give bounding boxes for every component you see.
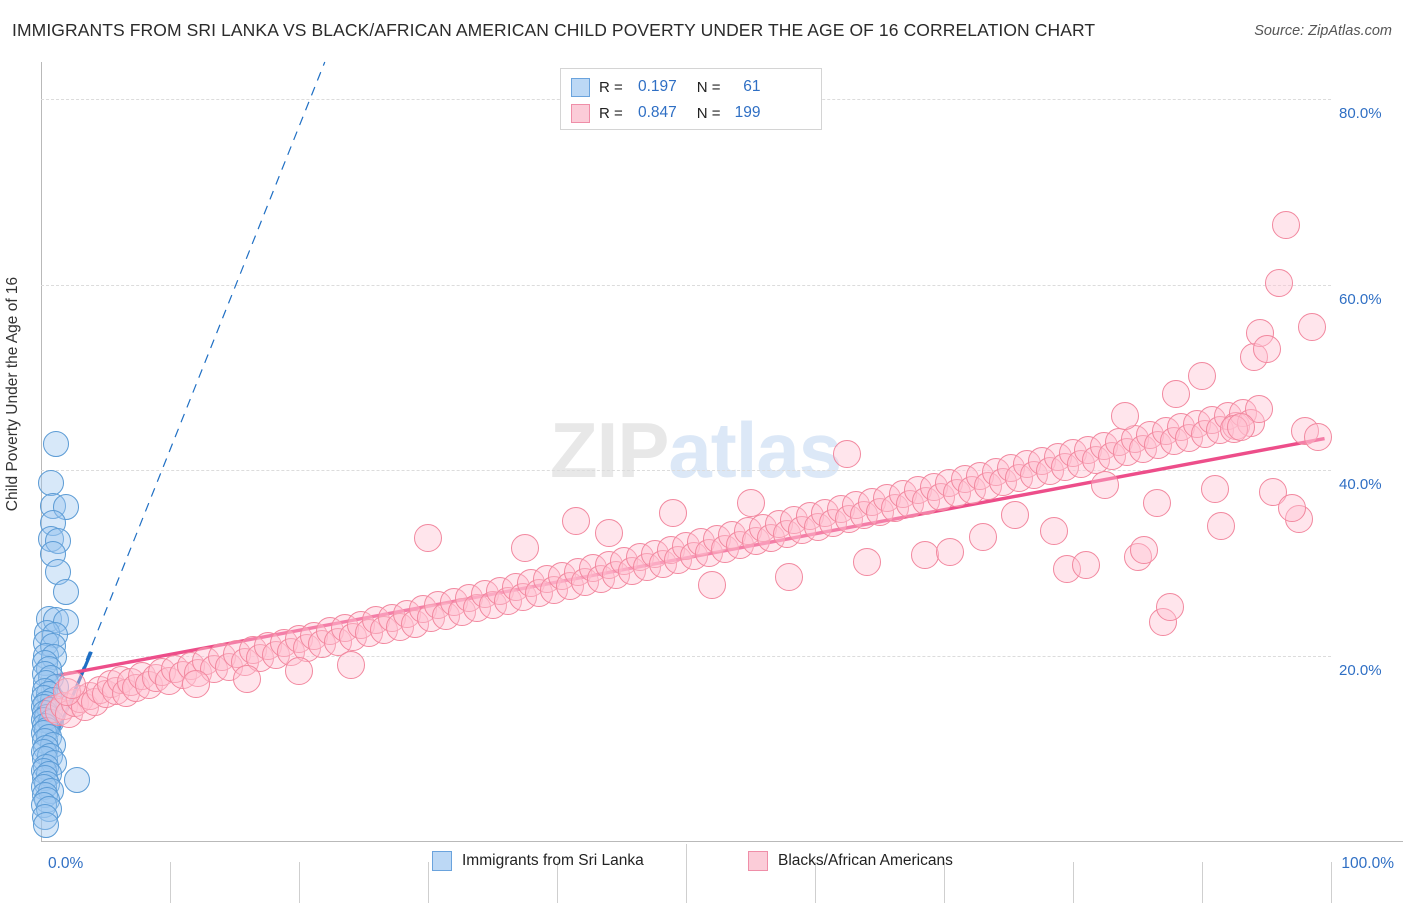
scatter-point [910,541,939,570]
scatter-point [1200,474,1229,503]
scatter-point [285,657,313,686]
page-title: IMMIGRANTS FROM SRI LANKA VS BLACK/AFRIC… [12,20,1096,40]
x-axis-tick [1202,862,1203,903]
plot-area: ZIPatlas 20.0% 40.0% 60.0% 80.0% [30,61,1382,903]
scatter-point [936,537,965,566]
gridline [41,655,1331,657]
scatter-point [1000,500,1029,529]
scatter-point [1142,489,1171,518]
x-axis-tick [428,862,429,903]
stats-row-blue: R = 0.197 N = 61 [571,74,811,100]
scatter-point [414,523,442,552]
x-axis-tick [1073,862,1074,903]
scatter-point [1304,422,1333,451]
x-axis-tick [1331,862,1332,903]
scatter-point [1207,511,1236,540]
scatter-point [33,812,60,839]
y-axis-tick-label: 80.0% [1339,105,1382,123]
stats-r-label-pink: R = [599,104,623,122]
x-axis-line [41,841,1403,842]
gridline [41,470,1331,472]
scatter-point [64,766,91,793]
scatter-point [1297,313,1326,342]
scatter-point [233,664,262,693]
stats-r-value-blue: 0.197 [637,78,677,95]
scatter-point [562,507,591,536]
scatter-point [1110,402,1139,431]
stats-n-value-blue: 61 [743,78,761,95]
y-axis-tick-label: 20.0% [1339,661,1382,679]
scatter-point [1265,268,1294,297]
scatter-point [594,519,623,548]
source-label: Source: ZipAtlas.com [1254,23,1392,39]
x-axis-tick [557,862,558,903]
scatter-point [697,571,726,600]
scatter-point [1188,362,1216,391]
scatter-point [57,671,86,700]
scatter-point [1271,211,1300,240]
scatter-point [968,522,997,551]
legend-item-black-african-american[interactable]: Blacks/African Americans [748,851,953,871]
legend-swatch-blue-icon [432,851,452,871]
legend-item-sri-lanka[interactable]: Immigrants from Sri Lanka [432,851,644,871]
stats-swatch-blue-icon [571,77,590,97]
x-axis-label-min: 0.0% [48,855,84,872]
legend-swatch-pink-icon [748,851,768,871]
scatter-point [659,498,688,527]
x-axis-tick [299,862,300,903]
stats-n-label-pink: N = [696,104,721,122]
stats-row-pink: R = 0.847 N = 199 [571,100,811,126]
scatter-point [736,488,765,517]
scatter-point [1252,334,1281,363]
scatter-point [1278,494,1307,523]
x-axis-tick [815,862,816,903]
stats-n-label-blue: N = [696,78,721,96]
y-axis-tick-label: 40.0% [1339,476,1382,494]
stats-n-value-pink: 199 [734,104,761,121]
x-axis-tick [686,844,687,903]
scatter-point [52,578,79,605]
scatter-point [1226,413,1255,442]
scatter-point [1258,478,1287,507]
scatter-point [336,650,365,679]
scatter-point [1091,470,1120,499]
scatter-point [1155,593,1184,622]
x-axis-label-max: 100.0% [1341,855,1394,872]
y-axis-tick-label: 60.0% [1339,290,1382,308]
scatter-point [1129,535,1158,564]
stats-r-value-pink: 0.847 [637,104,677,121]
scatter-point [775,562,804,591]
scatter-point [181,670,210,699]
correlation-stats-box: R = 0.197 N = 61 R = 0.847 N = 199 [560,68,822,130]
x-axis-tick [170,862,171,903]
stats-r-label-blue: R = [599,78,623,96]
scatter-point [852,547,881,576]
legend-label-sri-lanka: Immigrants from Sri Lanka [462,852,644,869]
stats-swatch-pink-icon [571,103,590,123]
scatter-point [833,440,862,469]
scatter-point [510,533,539,562]
legend-label-black-african-american: Blacks/African Americans [778,852,953,869]
scatter-point [43,431,70,458]
scatter-point [1162,380,1191,408]
trend-line-extension-blue [55,61,326,735]
scatter-point [1071,550,1100,579]
y-axis-line [41,62,42,841]
y-axis-title: Child Poverty Under the Age of 16 [4,276,21,512]
gridline [41,284,1331,286]
x-axis-tick [944,862,945,903]
scatter-point [1039,517,1068,546]
